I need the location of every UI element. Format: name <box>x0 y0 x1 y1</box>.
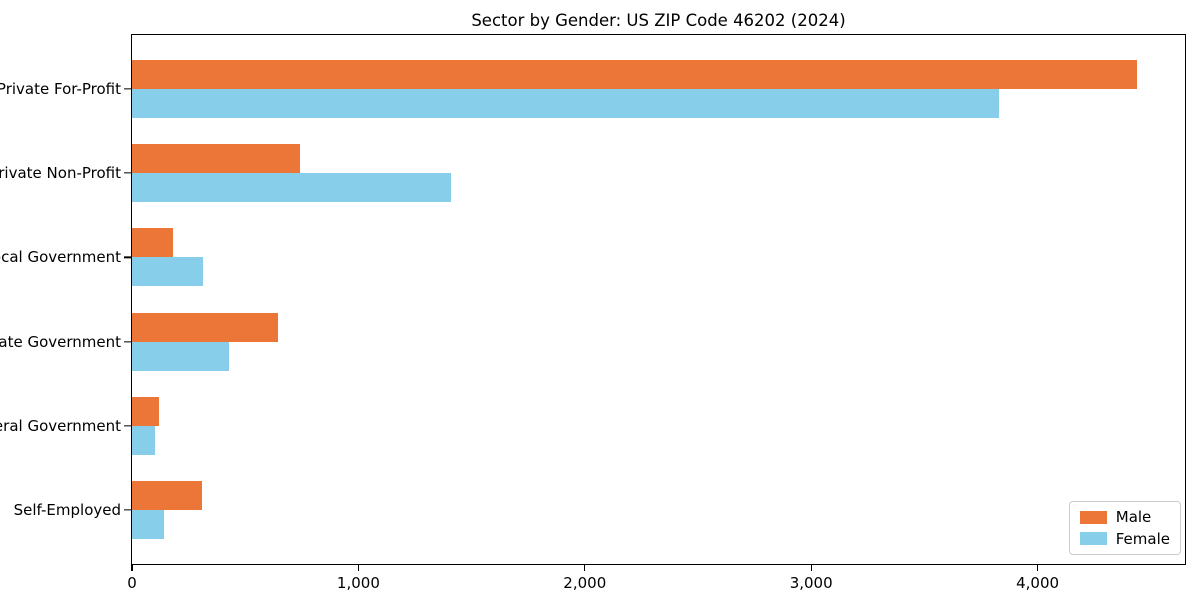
chart-title: Sector by Gender: US ZIP Code 46202 (202… <box>471 11 846 30</box>
x-tick-label-1-000: 1,000 <box>336 574 380 592</box>
y-tick-federal-government <box>124 425 132 427</box>
bar-female-local-government <box>132 257 204 287</box>
x-tick-0 <box>131 564 133 571</box>
legend: Male Female <box>1068 501 1181 555</box>
x-tick-3-000 <box>810 564 812 571</box>
y-tick-self-employed <box>124 509 132 511</box>
y-tick-state-government <box>124 340 132 343</box>
bar-male-state-government <box>132 312 279 342</box>
plot-area: Private For-Profit Private Non-Profit Loca… <box>0 34 1186 592</box>
x-tick-label-4-000: 4,000 <box>1016 574 1060 592</box>
legend-label-male: Male <box>1115 508 1152 526</box>
y-tick-local-government <box>124 256 132 259</box>
bar-male-federal-government <box>132 396 160 426</box>
x-tick-label-0: 0 <box>127 574 137 592</box>
bar-male-self-employed <box>132 481 203 510</box>
y-tick-label-local-government: Local Government <box>0 248 121 267</box>
bar-male-private-non-profit <box>132 144 300 174</box>
bar-female-self-employed <box>132 510 164 539</box>
legend-item-male: Male <box>1079 508 1170 526</box>
y-tick-label-state-government: State Government <box>0 332 121 351</box>
x-tick-label-2-000: 2,000 <box>563 574 607 592</box>
y-tick-label-private-for-profit: Private For-Profit <box>0 80 121 98</box>
bar-female-federal-government <box>132 425 155 455</box>
legend-label-female: Female <box>1115 529 1170 548</box>
bar-female-state-government <box>132 341 230 371</box>
x-tick-2-000 <box>584 564 586 571</box>
legend-item-female: Female <box>1079 529 1170 548</box>
legend-swatch-female <box>1079 532 1107 546</box>
y-tick-private-for-profit <box>124 88 132 90</box>
y-tick-label-federal-government: Federal Government <box>0 416 121 435</box>
x-tick-label-3-000: 3,000 <box>789 574 833 592</box>
bar-male-private-for-profit <box>132 60 1138 89</box>
y-tick-private-non-profit <box>124 172 132 174</box>
bar-female-private-non-profit <box>132 173 452 203</box>
legend-swatch-male <box>1079 510 1107 524</box>
y-tick-label-self-employed: Self-Employed <box>13 501 121 519</box>
x-tick-1-000 <box>357 564 360 571</box>
bar-female-private-for-profit <box>132 89 1000 118</box>
bar-male-local-government <box>132 228 173 258</box>
y-tick-label-private-non-profit: Private Non-Profit <box>0 164 121 183</box>
x-tick-4-000 <box>1036 564 1039 571</box>
